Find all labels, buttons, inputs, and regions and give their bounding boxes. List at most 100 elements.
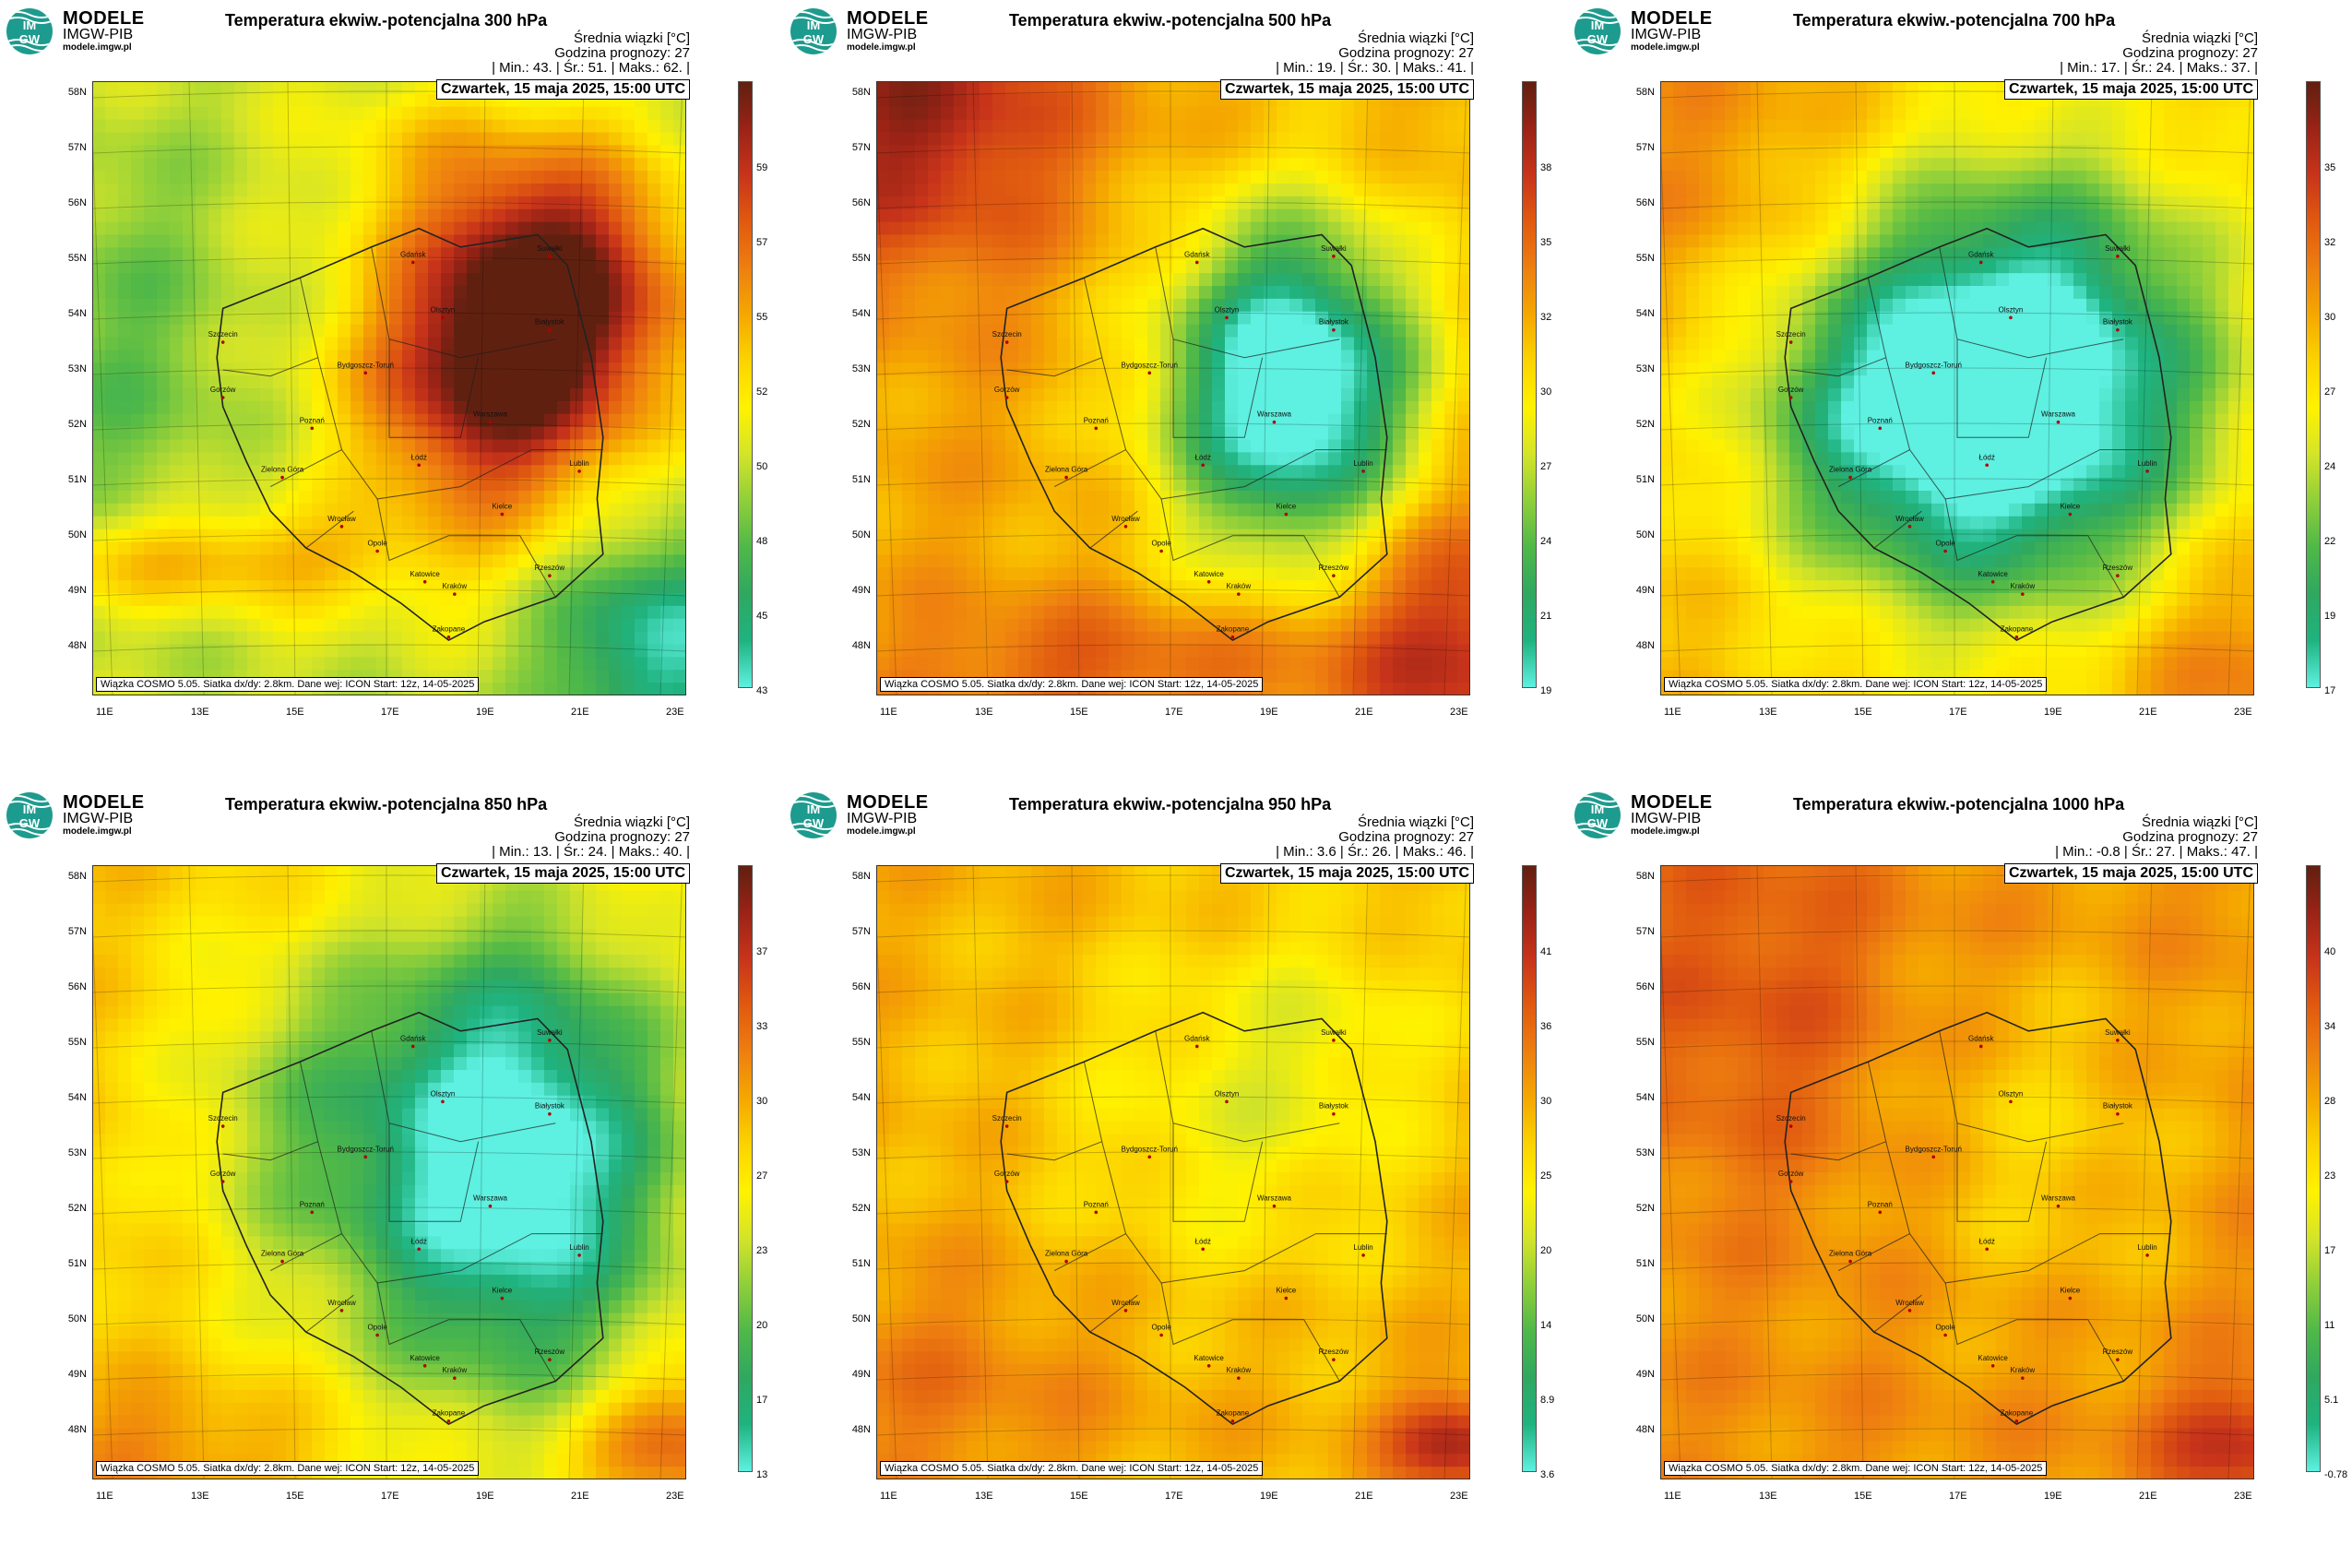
city-label: Szczecin [208, 330, 238, 339]
colorbar-tick-label: 32 [2324, 237, 2336, 248]
latitude-label: 58N [851, 87, 871, 98]
city-label: Olsztyn [431, 305, 456, 314]
stats-line: | Min.: 43. | Śr.: 51. | Maks.: 62. | [492, 60, 690, 76]
logo-subtitle: IMGW-PIB [63, 811, 134, 826]
poland-border [1784, 227, 2172, 642]
city-label: Kielce [492, 503, 512, 511]
longitude-label: 19E [1260, 707, 1278, 718]
colorbar-tick-label: 8.9 [1540, 1395, 1555, 1406]
city-marker: Suwałki [537, 244, 563, 258]
city-label: Szczecin [992, 1114, 1022, 1123]
poland-border [216, 1011, 604, 1426]
city-marker: Zielona Góra [1829, 466, 1872, 480]
latitude-label: 54N [67, 1092, 87, 1103]
forecast-hour: Godzina prognozy: 27 [554, 829, 690, 845]
stat-avg: 30. [1372, 60, 1392, 76]
latitude-label: 58N [1635, 87, 1655, 98]
latitude-label: 55N [851, 1037, 871, 1048]
city-marker: Łódź [1979, 1237, 1995, 1252]
forecast-field: Gdańsk Olsztyn Szczecin Białystok Bydgoszcz-… [876, 81, 1470, 695]
longitude-label: 19E [2044, 1491, 2062, 1502]
city-marker: Białystok [1319, 1102, 1349, 1116]
city-label: Lublin [1353, 1243, 1372, 1252]
logo-badge-bottom: GW [803, 816, 825, 830]
logo-badge-top: IM [23, 18, 36, 32]
city-label: Katowice [1978, 1354, 2008, 1362]
city-marker: Rzeszów [535, 1348, 565, 1361]
logo-url: modele.imgw.pl [847, 826, 916, 837]
city-label: Katowice [1194, 1354, 1224, 1362]
city-marker: Poznań [1868, 1200, 1893, 1215]
longitude-label: 13E [191, 707, 209, 718]
latitude-label: 57N [851, 926, 871, 937]
colorbar-tick-label: 33 [756, 1021, 768, 1032]
latitude-label: 58N [67, 871, 87, 882]
city-marker: Gdańsk [1968, 250, 1995, 265]
stats-line: | Min.: 13. | Śr.: 24. | Maks.: 40. | [492, 844, 690, 860]
city-marker: Lublin [569, 1243, 589, 1257]
city-label: Zakopane [433, 625, 466, 634]
colorbar-tick-label: 37 [756, 946, 768, 957]
colorbar-tick-label: -0.78 [2324, 1469, 2348, 1480]
city-label: Gdańsk [1968, 250, 1995, 258]
map-title: Temperatura ekwiw.-potencjalna 300 hPa [225, 11, 548, 30]
logo-url: modele.imgw.pl [1631, 826, 1700, 837]
stat-avg: 24. [2156, 60, 2176, 76]
logo-url: modele.imgw.pl [1631, 42, 1700, 53]
city-label: Białystok [2103, 1102, 2133, 1111]
city-label: Warszawa [1257, 1194, 1292, 1203]
model-info: Wiązka COSMO 5.05. Siatka dx/dy: 2.8km. … [96, 1461, 480, 1476]
city-marker: Gorzów [994, 1170, 1020, 1183]
city-label: Olsztyn [1999, 1089, 2024, 1098]
city-marker: Warszawa [473, 410, 508, 424]
latitude-label: 58N [1635, 871, 1655, 882]
city-marker: Wrocław [1111, 1299, 1140, 1313]
colorbar-tick-label: 34 [2324, 1021, 2336, 1032]
imgw-logo: IM GW MODELE IMGW-PIB modele.imgw.pl [6, 791, 190, 839]
longitude-label: 23E [666, 1491, 684, 1502]
colorbar-tick-label: 27 [2324, 386, 2336, 398]
city-marker: Kielce [492, 503, 513, 517]
city-label: Olsztyn [431, 1089, 456, 1098]
voivodeship-borders [222, 246, 603, 598]
longitude-label: 21E [571, 707, 589, 718]
colorbar-tick-label: 14 [1540, 1320, 1552, 1331]
stats-line: | Min.: 3.6 | Śr.: 26. | Maks.: 46. | [1276, 844, 1474, 860]
city-marker: Bydgoszcz-Toruń [1906, 1145, 1962, 1159]
logo-badge-top: IM [807, 18, 820, 32]
forecast-hour: Godzina prognozy: 27 [1338, 45, 1474, 61]
city-label: Łódź [1979, 453, 1995, 461]
city-label: Rzeszów [535, 1348, 565, 1356]
forecast-hour: Godzina prognozy: 27 [1338, 829, 1474, 845]
map-panel-3: IM GW MODELE IMGW-PIB modele.imgw.pl Tem… [1568, 0, 2352, 784]
city-label: Białystok [1319, 318, 1349, 327]
logo-badge-top: IM [23, 802, 36, 816]
longitude-label: 13E [191, 1491, 209, 1502]
colorbar-tick-label: 17 [2324, 685, 2336, 696]
colorbar-tick-label: 30 [2324, 312, 2336, 323]
latitude-label: 54N [67, 308, 87, 319]
city-label: Opole [1151, 540, 1171, 548]
city-marker: Szczecin [208, 330, 238, 344]
city-marker: Łódź [411, 453, 427, 468]
latitude-label: 51N [851, 1258, 871, 1269]
map-title: Temperatura ekwiw.-potencjalna 500 hPa [1009, 11, 1332, 30]
latitude-label: 55N [67, 253, 87, 264]
voivodeship-borders [1006, 1030, 1387, 1382]
city-marker: Zakopane [433, 1409, 466, 1423]
city-marker: Opole [1151, 540, 1171, 553]
logo-title: MODELE [63, 8, 145, 29]
city-marker: Katowice [1194, 570, 1224, 584]
longitude-label: 23E [2234, 707, 2252, 718]
stats-line: | Min.: 17. | Śr.: 24. | Maks.: 37. | [2060, 60, 2258, 76]
longitude-label: 17E [1949, 1491, 1967, 1502]
forecast-map: Gdańsk Olsztyn Szczecin Białystok Bydgoszcz-… [92, 865, 686, 1479]
city-marker: Kielce [2060, 503, 2081, 517]
forecast-field: Gdańsk Olsztyn Szczecin Białystok Bydgoszcz-… [92, 865, 686, 1479]
city-label: Poznań [1084, 1200, 1109, 1208]
city-marker: Gdańsk [1968, 1034, 1995, 1049]
imgw-logo: IM GW MODELE IMGW-PIB modele.imgw.pl [790, 7, 974, 55]
longitude-label: 19E [1260, 1491, 1278, 1502]
longitude-label: 15E [1070, 707, 1088, 718]
